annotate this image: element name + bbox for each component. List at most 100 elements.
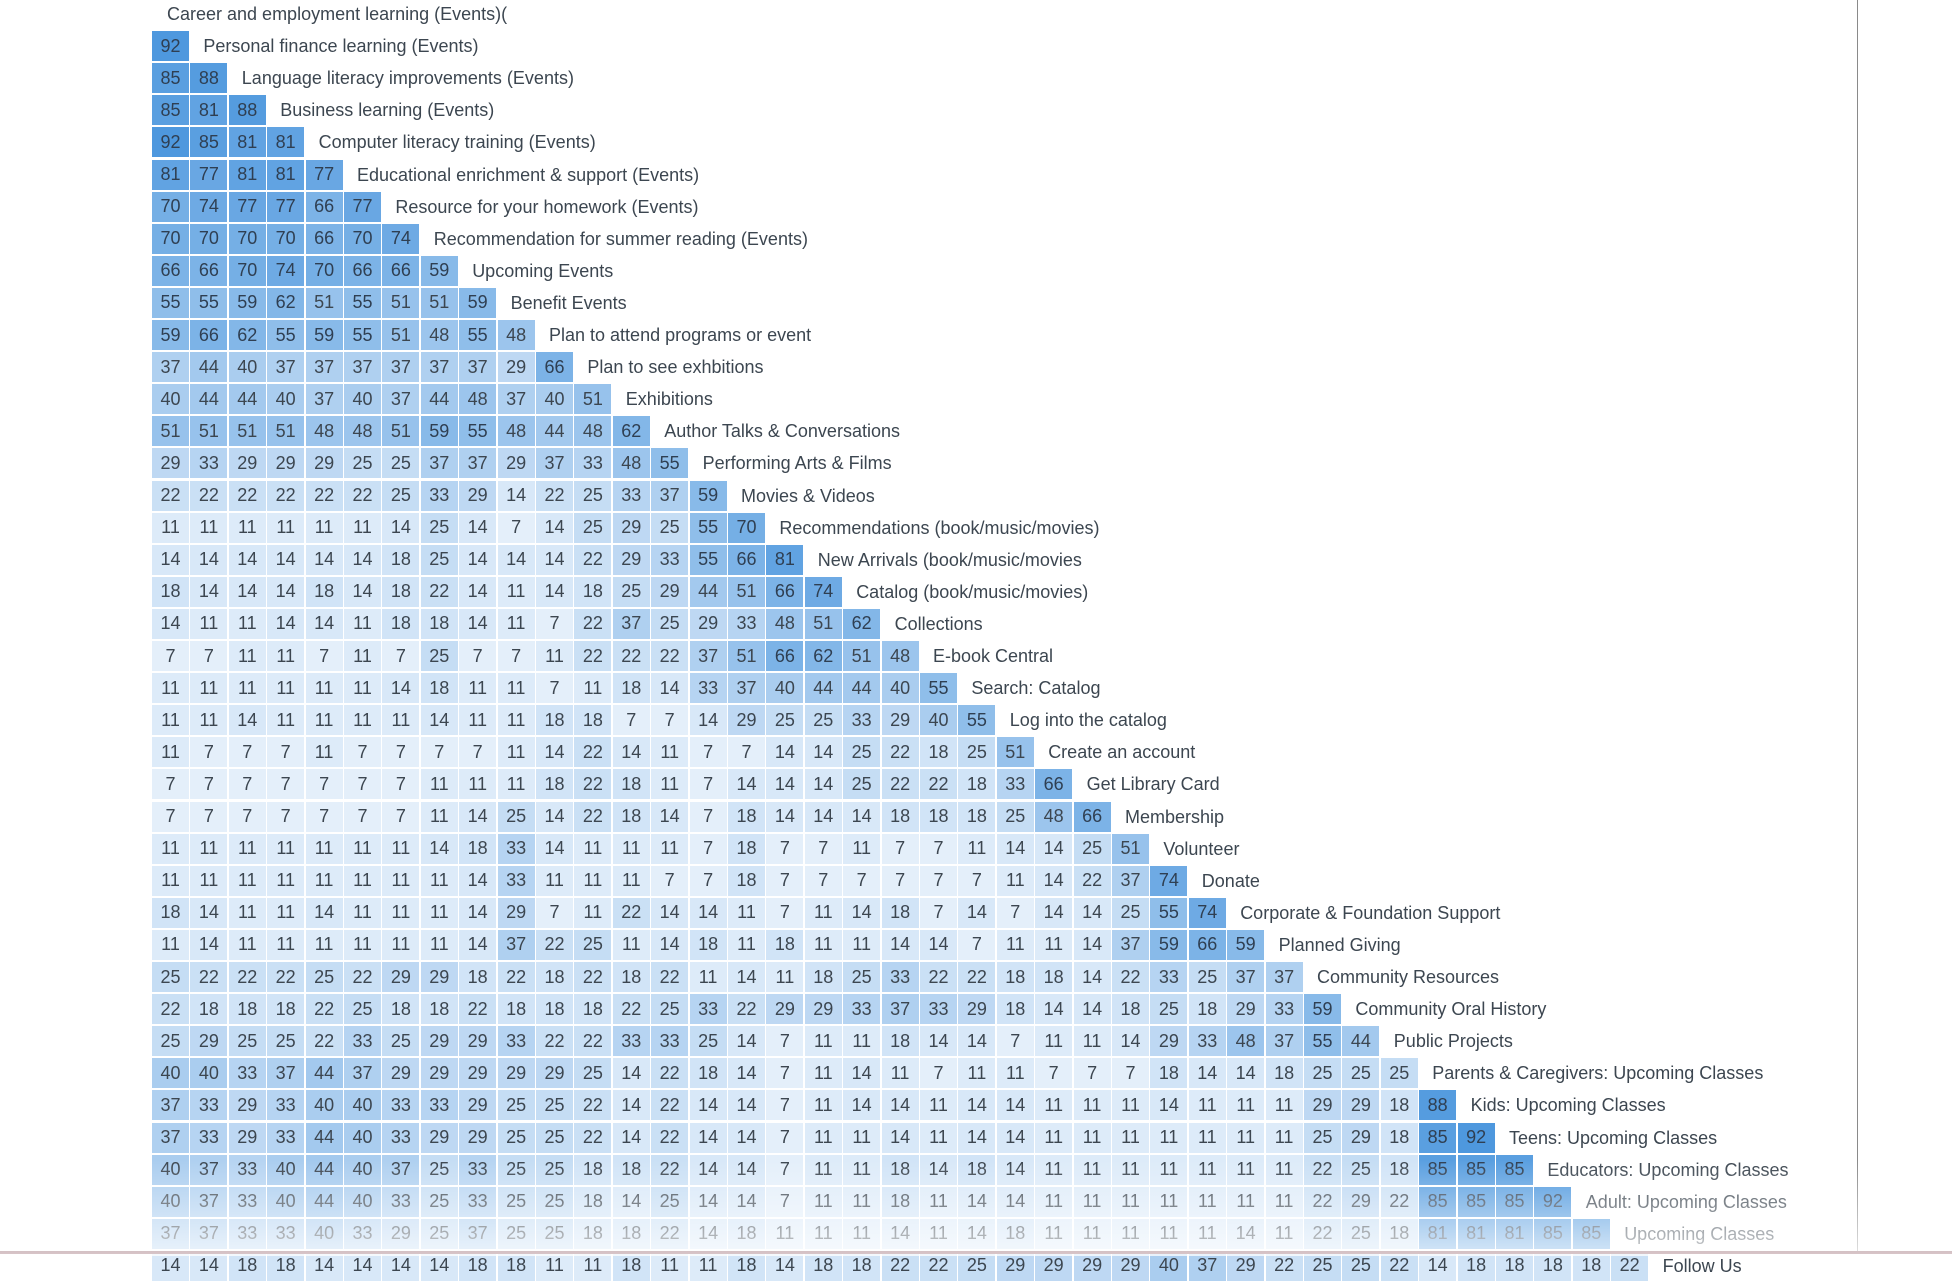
heatmap-cell: 37 [190, 1186, 228, 1217]
heatmap-cell: 22 [344, 480, 381, 511]
row-label: Personal finance learning (Events) [203, 36, 479, 57]
heatmap-cell: 33 [228, 1154, 266, 1185]
heatmap-cell: 18 [536, 962, 573, 992]
heatmap-cell: 18 [612, 1218, 650, 1249]
heatmap-cell: 7 [766, 833, 804, 864]
heatmap-cell: 11 [1150, 1154, 1188, 1185]
heatmap-cell: 59 [1304, 994, 1341, 1025]
row-label: Plan to attend programs or event [549, 325, 812, 345]
heatmap-cell: 33 [689, 994, 727, 1025]
heatmap-cell: 33 [228, 1218, 266, 1249]
heatmap-cell: 25 [958, 737, 996, 768]
heatmap-cell: 11 [1112, 1090, 1149, 1121]
heatmap-cell: 25 [1304, 1250, 1341, 1281]
heatmap-cell: 18 [459, 1250, 497, 1281]
heatmap-cell: 25 [497, 1122, 535, 1153]
heatmap-cell: 33 [651, 1026, 689, 1057]
heatmap-cell: 25 [497, 1090, 535, 1121]
row-label: Upcoming Classes [1624, 1223, 1775, 1244]
heatmap-cell: 18 [382, 994, 420, 1025]
heatmap-cell: 14 [766, 737, 804, 768]
heatmap-cell: 7 [766, 1154, 804, 1185]
heatmap-cell: 81 [228, 127, 266, 158]
heatmap-cell: 25 [1342, 1154, 1380, 1185]
heatmap-cell: 37 [344, 1058, 381, 1089]
heatmap-cell: 70 [267, 223, 305, 254]
heatmap-cell: 37 [1188, 1250, 1226, 1281]
heatmap-cell: 85 [1419, 1154, 1457, 1185]
heatmap-cell: 11 [1035, 1218, 1073, 1249]
heatmap-cell: 74 [267, 255, 305, 286]
heatmap-cell: 18 [766, 929, 804, 960]
heatmap-cell: 33 [689, 673, 727, 704]
heatmap-cell: 14 [382, 512, 420, 543]
heatmap-cell: 7 [228, 769, 266, 800]
heatmap-cell: 25 [804, 705, 842, 736]
heatmap-cell: 37 [728, 673, 765, 704]
heatmap-cell: 11 [804, 1058, 842, 1089]
heatmap-cell: 33 [459, 1154, 497, 1185]
heatmap-cell: 11 [305, 929, 343, 960]
heatmap-cell: 11 [497, 705, 535, 736]
heatmap-cell: 37 [459, 352, 497, 383]
heatmap-cell: 44 [420, 384, 458, 415]
heatmap-cell: 44 [228, 384, 266, 415]
heatmap-cell: 25 [1342, 1058, 1380, 1089]
heatmap-cell: 85 [1457, 1186, 1495, 1217]
heatmap-cell: 18 [497, 994, 535, 1025]
heatmap-cell: 44 [305, 1154, 343, 1185]
heatmap-cell: 55 [651, 448, 689, 479]
heatmap-cell: 7 [305, 769, 343, 800]
heatmap-cell: 11 [574, 833, 612, 864]
heatmap-cell: 37 [651, 480, 689, 511]
heatmap-cell: 11 [152, 705, 189, 736]
heatmap-cell: 25 [843, 769, 881, 800]
heatmap-cell: 40 [344, 1090, 381, 1121]
heatmap-cell: 51 [728, 576, 765, 607]
heatmap-cell: 55 [459, 416, 497, 447]
heatmap-cell: 14 [305, 897, 343, 928]
heatmap-cell: 18 [382, 576, 420, 607]
heatmap-cell: 40 [305, 1218, 343, 1249]
heatmap-cell: 33 [497, 1026, 535, 1057]
row-label: Follow Us [1662, 1255, 1742, 1276]
heatmap-cell: 85 [1419, 1186, 1457, 1217]
heatmap-cell: 14 [651, 801, 689, 832]
heatmap-cell: 11 [267, 897, 305, 928]
heatmap-cell: 81 [152, 159, 189, 190]
heatmap-cell: 29 [1073, 1250, 1111, 1281]
heatmap-cell: 29 [459, 1090, 497, 1121]
heatmap-cell: 14 [920, 1026, 957, 1057]
heatmap-cell: 11 [804, 1026, 842, 1057]
heatmap-cell: 7 [958, 865, 996, 896]
heatmap-cell: 11 [382, 865, 420, 896]
heatmap-cell: 11 [804, 1154, 842, 1185]
heatmap-cell: 7 [804, 833, 842, 864]
heatmap-cell: 22 [1304, 1186, 1341, 1217]
heatmap-cell: 11 [1188, 1186, 1226, 1217]
heatmap-cell: 18 [1457, 1250, 1495, 1281]
heatmap-cell: 18 [152, 897, 189, 928]
heatmap-cell: 55 [689, 544, 727, 575]
heatmap-cell: 14 [689, 1218, 727, 1249]
heatmap-cell: 66 [728, 544, 765, 575]
heatmap-cell: 81 [1419, 1218, 1457, 1249]
heatmap-cell: 22 [574, 769, 612, 800]
heatmap-cell: 7 [766, 1026, 804, 1057]
heatmap-cell: 14 [1035, 994, 1073, 1025]
heatmap-cell: 11 [804, 1122, 842, 1153]
heatmap-cell: 11 [1073, 1090, 1111, 1121]
heatmap-cell: 22 [612, 897, 650, 928]
heatmap-cell: 7 [420, 737, 458, 768]
heatmap-cell: 37 [305, 352, 343, 383]
heatmap-cell: 11 [152, 929, 189, 960]
heatmap-cell: 11 [228, 673, 266, 704]
heatmap-cell: 70 [152, 191, 189, 222]
heatmap-cell: 25 [651, 1186, 689, 1217]
heatmap-cell: 14 [612, 1186, 650, 1217]
heatmap-cell: 33 [651, 544, 689, 575]
heatmap-cell: 14 [958, 1026, 996, 1057]
heatmap-cell: 14 [958, 1090, 996, 1121]
heatmap-cell: 33 [228, 1186, 266, 1217]
heatmap-cell: 14 [344, 1250, 381, 1281]
